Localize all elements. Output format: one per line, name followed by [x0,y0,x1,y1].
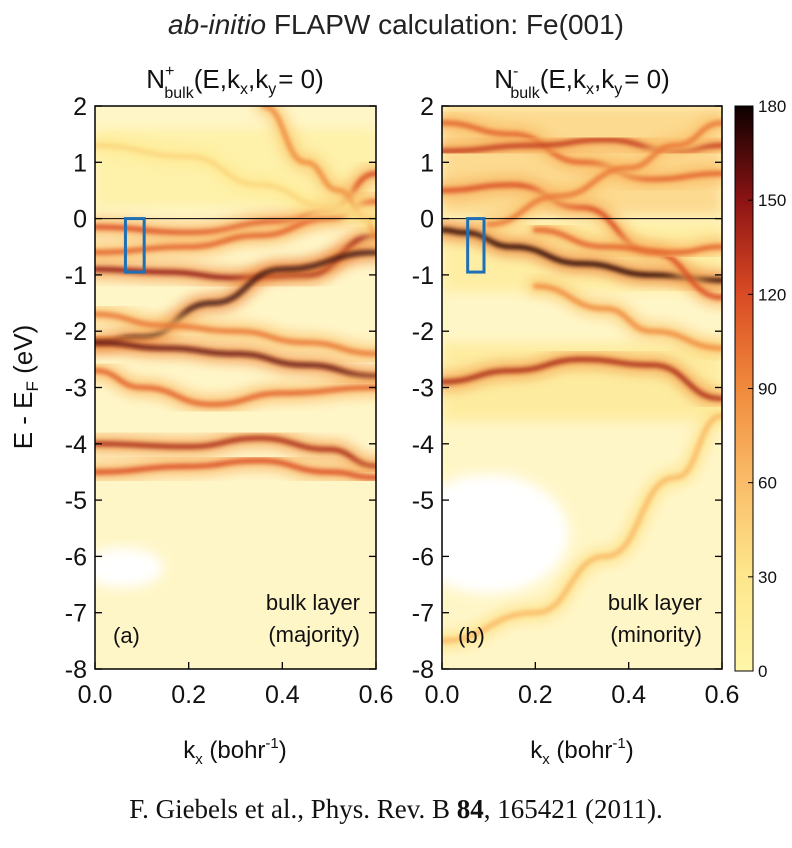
panel-b-band-0 [442,227,722,284]
panel-b-annotation-line1: bulk layer [608,590,702,615]
x-tick-label: 0.4 [265,681,300,709]
colorbar-tick-label: 150 [758,191,786,210]
panel-b: N-bulk(E,kx,ky= 0) 210-1-2-3-4-5-6-7-80.… [412,63,740,768]
panel-a-band-7 [95,435,376,469]
x-tick-label: 0.6 [359,681,394,709]
y-tick-label: -1 [412,262,434,290]
y-tick-label: -4 [65,431,87,459]
y-tick-label: -8 [412,656,434,684]
x-tick-label: 0.2 [518,681,553,709]
panel-a-band-10 [95,142,376,222]
y-tick-label: 0 [73,206,87,234]
panel-a: N+ bulk(E,kx,ky= 0) 210-1-2-3-4-5-6-7-80.… [65,63,394,768]
panel-b-x-axis-label: kx (bohr-1) [530,735,634,768]
colorbar-ticks: 0 30 60 90 120 150 180 [748,97,786,681]
x-tick-label: 0.0 [78,681,113,709]
panel-b-title: N-bulk(E,kx,ky= 0) [494,63,669,102]
panel-b-annotation-line2: (minority) [610,622,702,647]
panel-b-band-3 [442,182,722,300]
y-axis-label: E - EF (eV) [8,325,42,450]
y-tick-label: -2 [65,318,87,346]
panel-b-bands [442,106,722,650]
panel-a-label: (a) [113,623,140,648]
y-tick-label: -3 [65,375,87,403]
svg-text:kx (bohr-1): kx (bohr-1) [530,735,634,768]
panel-a-x-axis-label: kx (bohr-1) [183,735,287,768]
panel-a-highlight-box [123,217,146,274]
colorbar-tick-label: 60 [758,474,777,493]
colorbar-tick-label: 90 [758,380,777,399]
panel-b-band-7 [442,413,722,644]
x-tick-label: 0.0 [425,681,460,709]
y-tick-label: 2 [73,93,87,121]
y-tick-label: -3 [412,375,434,403]
panel-b-band-5 [532,227,722,255]
panel-a-band-8 [95,458,376,481]
panel-b-label: (b) [458,623,485,648]
y-tick-label: 1 [420,149,434,177]
panel-a-annotation-line2: (majority) [268,622,360,647]
svg-text:N+bulk(E,kx,ky= 0): N+ bulk(E,kx,ky= 0) [146,63,323,102]
citation: F. Giebels et al., Phys. Rev. B 84, 1654… [129,794,663,824]
panel-b-band-6 [442,356,722,402]
panel-a-gap [95,547,164,588]
panel-b-highlight-box [466,217,486,274]
x-tick-label: 0.2 [171,681,206,709]
figure-title: ab-initio FLAPW calculation: Fe(001) [168,9,624,40]
panel-a-band-4 [95,339,376,379]
panel-a-band-6 [95,368,376,407]
panel-a-title: N+ bulk(E,kx,ky= 0) [146,63,323,102]
y-tick-label: -7 [65,600,87,628]
panel-a-band-5 [95,311,376,357]
panel-b-gap [442,473,569,594]
y-tick-label: 0 [420,206,434,234]
colorbar-tick-label: 180 [758,97,786,116]
y-tick-label: -8 [65,656,87,684]
colorbar-tick-label: 30 [758,568,777,587]
svg-text:kx (bohr-1): kx (bohr-1) [183,735,287,768]
svg-text:E - EF (eV): E - EF (eV) [8,325,42,450]
y-tick-label: -5 [65,487,87,515]
y-tick-label: -6 [412,543,434,571]
panel-a-ticks: 2 1 0 -1 -2 -3 -4 -5 -6 -7 -80.0 0.2 0.4 0.6 [65,93,394,709]
y-tick-label: -5 [412,487,434,515]
svg-text:N-bulk(E,kx,ky= 0): N-bulk(E,kx,ky= 0) [494,63,669,102]
x-tick-label: 0.6 [705,681,740,709]
panel-b-ticks: 2 1 0 -1 -2 -3 -4 -5 -6 -7 -80.0 0.2 0.4 0.6 [412,93,740,709]
y-tick-label: -6 [65,543,87,571]
colorbar-tick-label: 120 [758,285,786,304]
y-tick-label: -1 [65,262,87,290]
y-tick-label: 2 [420,93,434,121]
y-tick-label: -2 [412,318,434,346]
colorbar-tick-label: 0 [758,662,767,681]
x-tick-label: 0.4 [611,681,646,709]
panel-b-band-1 [442,120,722,182]
panel-a-annotation-line1: bulk layer [266,590,360,615]
y-tick-label: -4 [412,431,434,459]
panel-b-band-8 [532,283,722,351]
colorbar: 0 30 60 90 120 150 180 [734,97,786,681]
panel-b-band-4 [486,120,722,227]
y-tick-label: -7 [412,600,434,628]
y-tick-label: 1 [73,149,87,177]
panel-a-bands [95,106,376,588]
